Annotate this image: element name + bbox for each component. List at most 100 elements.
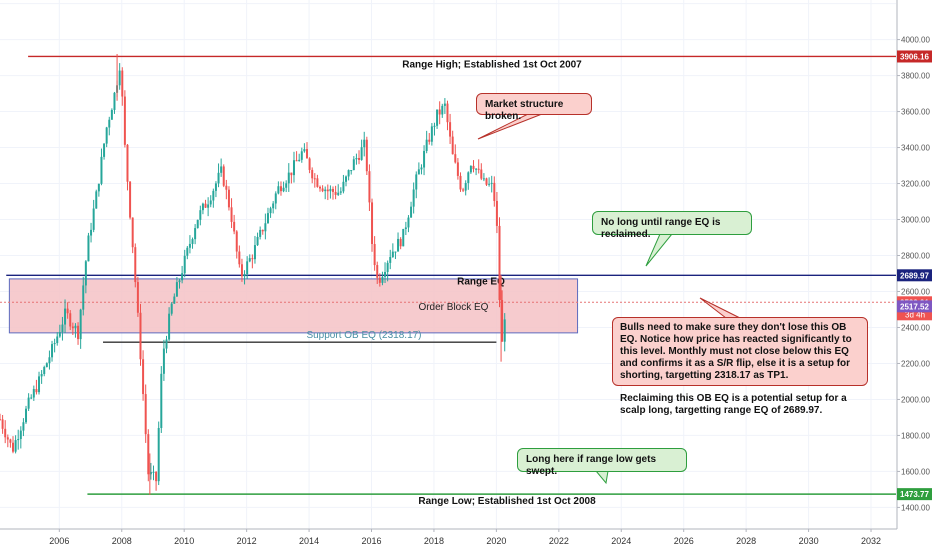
candle-body: [58, 332, 61, 337]
candle-body: [131, 217, 134, 248]
price-tick-label: 2200.00: [901, 359, 930, 368]
ob-eq-note-paragraph-1: Bulls need to make sure they don't lose …: [620, 322, 852, 381]
candle-body: [144, 394, 147, 435]
candle-body: [480, 169, 483, 179]
candle-body: [347, 170, 350, 177]
price-tick-label: 2400.00: [901, 323, 930, 332]
candle-body: [19, 430, 22, 440]
candle-body: [134, 247, 137, 283]
level-price-tag-label: 3906.16: [900, 52, 929, 61]
candle-body: [6, 437, 9, 440]
candle-body: [188, 243, 191, 248]
candle-body: [436, 109, 439, 126]
candle-body: [339, 191, 342, 193]
time-tick-label: 2010: [174, 536, 194, 546]
candle-body: [121, 70, 124, 97]
callout-pointer-layer: [477, 113, 741, 485]
candle-body: [290, 172, 293, 176]
price-tick-label: 3800.00: [901, 72, 930, 81]
candle-body: [454, 154, 457, 163]
candle-body: [233, 221, 236, 232]
candle-body: [324, 189, 327, 192]
callout-pointer: [699, 297, 741, 319]
candle-body: [64, 308, 67, 325]
time-tick-label: 2022: [549, 536, 569, 546]
candle-body: [407, 217, 410, 228]
secondary-price-tag-label: 2517.52: [900, 302, 929, 311]
candle-body: [464, 183, 467, 191]
price-tick-label: 3400.00: [901, 144, 930, 153]
time-tick-label: 2014: [299, 536, 319, 546]
candle-body: [363, 139, 366, 148]
candle-body: [147, 434, 150, 475]
time-tick-label: 2012: [237, 536, 257, 546]
price-tick-label: 3200.00: [901, 180, 930, 189]
candle-body: [446, 103, 449, 123]
candle-body: [503, 319, 506, 342]
candle-body: [207, 204, 210, 208]
candle-body: [462, 189, 465, 191]
candle-body: [376, 265, 379, 278]
candle-body: [279, 186, 282, 192]
candle-body: [287, 172, 290, 184]
time-tick-label: 2028: [736, 536, 756, 546]
candle-body: [201, 203, 204, 211]
candle-body: [118, 70, 121, 86]
market-structure-text: Market structure broken.: [485, 99, 564, 122]
market-structure-callout: Market structure broken.: [476, 93, 592, 122]
candle-body: [360, 147, 363, 160]
candle-body: [14, 440, 17, 452]
price-tick-label: 1400.00: [901, 503, 930, 512]
candle-body: [248, 258, 251, 262]
price-tick-label: 1600.00: [901, 467, 930, 476]
candle-body: [240, 264, 243, 277]
candle-body: [168, 313, 171, 340]
candle-body: [337, 192, 340, 195]
candle-body: [35, 389, 38, 393]
candle-body: [139, 312, 142, 360]
level-price-tag: [897, 488, 932, 501]
candle-body: [417, 169, 420, 175]
candle-body: [74, 325, 77, 329]
candle-body: [108, 119, 111, 128]
candle-body: [225, 185, 228, 190]
candle-body: [256, 236, 259, 246]
candle-body: [175, 282, 178, 297]
candle-body: [373, 243, 376, 266]
candle-body: [332, 188, 335, 192]
no-long-text: No long until range EQ is reclaimed.: [601, 217, 721, 240]
candle-body: [71, 326, 74, 329]
price-tick-label: 2600.00: [901, 287, 930, 296]
candle-body: [402, 228, 405, 247]
candle-body: [386, 262, 389, 272]
candle-body: [69, 313, 72, 327]
level-price-tag: [897, 50, 932, 63]
candle-body: [214, 183, 217, 191]
order-block-label: Order Block EQ: [418, 302, 488, 313]
candle-body: [381, 276, 384, 283]
time-tick-label: 2016: [361, 536, 381, 546]
candle-body: [186, 247, 189, 256]
candle-body: [342, 181, 345, 192]
candle-body: [274, 193, 277, 204]
candle-body: [194, 228, 197, 240]
candle-body: [443, 103, 446, 106]
candle-body: [30, 397, 33, 399]
candle-body: [212, 190, 215, 201]
candle-body: [45, 363, 48, 368]
candle-body: [48, 357, 51, 364]
time-tick-label: 2008: [112, 536, 132, 546]
candle-body: [17, 439, 20, 441]
candle-body: [391, 251, 394, 257]
candle-body: [345, 176, 348, 182]
candle-body: [162, 348, 165, 374]
candle-body: [95, 191, 98, 209]
candle-body: [410, 206, 413, 218]
candle-body: [142, 359, 145, 395]
candle-body: [482, 178, 485, 180]
candle-body: [90, 229, 93, 236]
candle-body: [261, 229, 264, 232]
candle-body: [428, 139, 431, 142]
candle-body: [38, 376, 41, 393]
